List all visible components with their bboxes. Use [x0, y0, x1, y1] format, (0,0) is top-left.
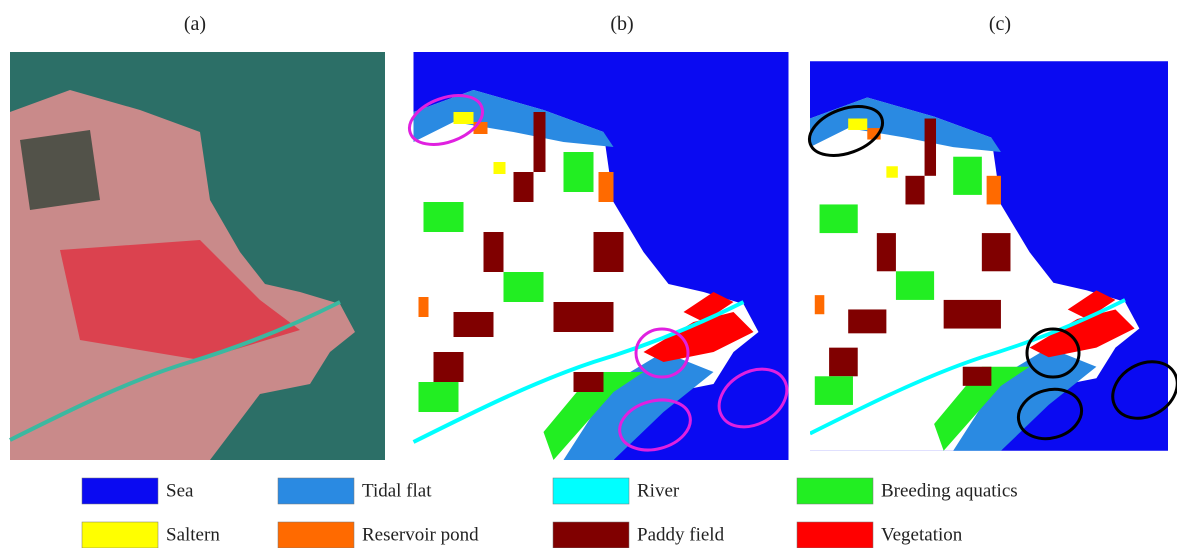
- figure-svg: (a) (b) (c) Sea Tidal flat River Breeding a…: [0, 0, 1177, 548]
- legend-swatch: [797, 522, 873, 548]
- panel-label: (c): [989, 13, 1011, 35]
- legend-swatch: [82, 522, 158, 548]
- figure: (a) (b) (c) Sea Tidal flat River Breeding a…: [0, 0, 1177, 548]
- legend-swatch: [278, 522, 354, 548]
- legend-label: Saltern: [166, 524, 220, 545]
- panel-label: (b): [610, 13, 633, 35]
- legend-swatch: [553, 478, 629, 504]
- legend-label: Vegetation: [881, 524, 963, 545]
- legend-swatch: [553, 522, 629, 548]
- legend-swatch: [278, 478, 354, 504]
- legend-label: Reservoir pond: [362, 524, 479, 545]
- legend-swatch: [797, 478, 873, 504]
- legend-label: River: [637, 480, 680, 501]
- legend-label: Sea: [166, 480, 194, 501]
- legend-label: Paddy field: [637, 524, 725, 545]
- satellite-image: [10, 52, 385, 460]
- legend: Sea Tidal flat River Breeding aquatics Salte…: [82, 478, 1018, 548]
- legend-swatch: [82, 478, 158, 504]
- legend-label: Breeding aquatics: [881, 480, 1018, 501]
- legend-label: Tidal flat: [362, 480, 432, 501]
- classified-map: [414, 52, 789, 460]
- panel-label: (a): [184, 13, 206, 35]
